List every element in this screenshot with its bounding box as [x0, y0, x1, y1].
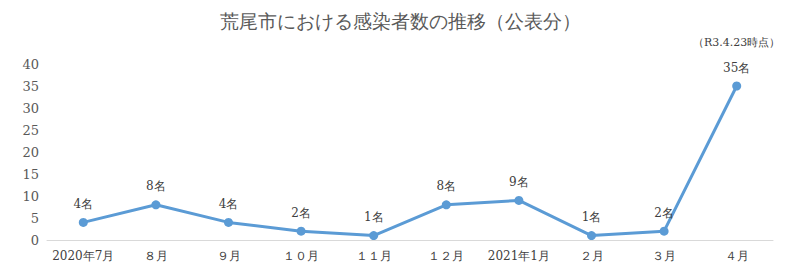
svg-text:0: 0: [31, 233, 39, 248]
svg-text:２月: ２月: [580, 249, 604, 263]
svg-text:20: 20: [22, 145, 39, 160]
svg-text:4名: 4名: [73, 197, 93, 211]
svg-text:35名: 35名: [723, 61, 750, 75]
svg-text:（R3.4.23時点）: （R3.4.23時点）: [693, 36, 780, 49]
svg-text:10: 10: [22, 189, 39, 204]
svg-text:9名: 9名: [509, 175, 529, 189]
svg-text:2名: 2名: [291, 206, 311, 220]
svg-text:３月: ３月: [652, 249, 676, 263]
svg-text:2名: 2名: [654, 206, 674, 220]
svg-text:30: 30: [22, 101, 39, 116]
svg-text:1名: 1名: [364, 210, 384, 224]
svg-text:25: 25: [22, 123, 39, 138]
svg-text:荒尾市における感染者数の推移（公表分）: 荒尾市における感染者数の推移（公表分）: [220, 10, 581, 32]
svg-text:2021年1月: 2021年1月: [488, 249, 550, 263]
svg-text:４月: ４月: [725, 249, 749, 263]
svg-text:1名: 1名: [582, 210, 602, 224]
svg-text:35: 35: [22, 79, 39, 94]
svg-text:８月: ８月: [144, 249, 168, 263]
svg-text:１０月: １０月: [283, 249, 319, 263]
svg-text:40: 40: [22, 57, 39, 72]
svg-text:8名: 8名: [436, 179, 456, 193]
svg-text:１２月: １２月: [428, 249, 464, 263]
svg-text:4名: 4名: [219, 197, 239, 211]
svg-text:8名: 8名: [146, 179, 166, 193]
svg-text:15: 15: [22, 167, 39, 182]
svg-text:１１月: １１月: [356, 249, 392, 263]
svg-text:5: 5: [31, 211, 39, 226]
svg-text:2020年7月: 2020年7月: [52, 249, 114, 263]
svg-text:９月: ９月: [217, 249, 241, 263]
